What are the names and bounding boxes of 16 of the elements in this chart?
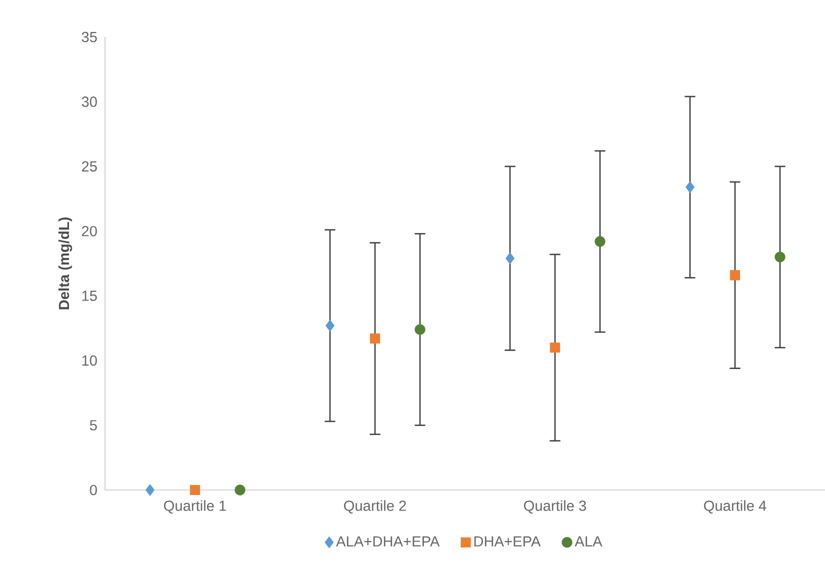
x-tick-label: Quartile 4 — [704, 500, 766, 514]
legend-label: ALA+DHA+EPA — [336, 536, 440, 546]
y-axis-title: Delta (mg/dL) — [58, 218, 72, 310]
y-tick-label: 25 — [82, 161, 97, 172]
y-tick-label: 30 — [82, 96, 97, 107]
x-tick-label: Quartile 2 — [344, 500, 406, 514]
y-tick-label: 0 — [90, 484, 97, 496]
y-tick-label: 10 — [82, 355, 97, 366]
x-tick-label: Quartile 1 — [164, 500, 226, 514]
y-tick-label: 20 — [82, 226, 97, 236]
y-tick-label: 15 — [82, 290, 97, 301]
x-tick-label: Quartile 3 — [524, 500, 586, 514]
y-tick-label: 5 — [90, 420, 97, 430]
legend-label: ALA — [574, 536, 602, 546]
legend-label: DHA+EPA — [474, 536, 541, 546]
y-tick-label: 35 — [82, 32, 97, 42]
